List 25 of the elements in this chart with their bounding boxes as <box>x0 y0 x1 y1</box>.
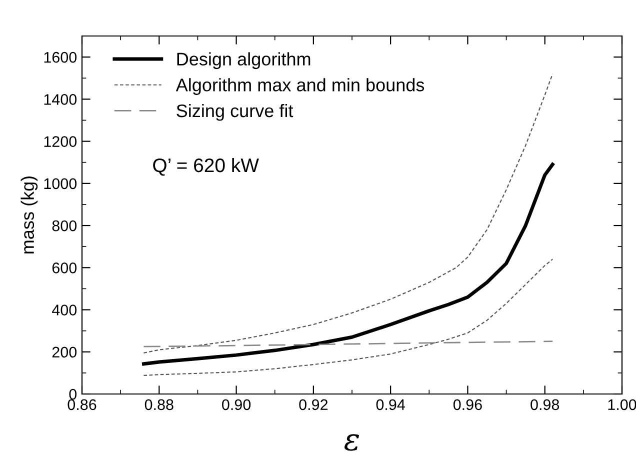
y-tick-label: 400 <box>52 304 77 316</box>
y-tick-label: 1400 <box>44 94 77 105</box>
legend-label: Design algorithm <box>177 52 310 70</box>
x-tick-label: 0.88 <box>144 399 174 410</box>
legend-label: Sizing curve fit <box>176 104 294 121</box>
y-tick-label: 0 <box>69 388 77 400</box>
x-tick-label: 0.94 <box>376 399 405 410</box>
annotation: Q’ = 620 kW <box>153 158 259 176</box>
line-series <box>143 73 554 354</box>
y-tick-label: 600 <box>52 262 77 274</box>
y-tick-label: 800 <box>52 220 77 232</box>
line-series <box>143 258 554 376</box>
y-axis-title: mass (kg) <box>20 176 38 254</box>
y-tick-label: 200 <box>52 346 77 358</box>
legend-label: Algorithm max and min bounds <box>176 78 424 95</box>
x-tick-label: 0.96 <box>453 399 482 410</box>
y-tick-label: 1000 <box>44 178 77 190</box>
x-tick-label: 0.92 <box>299 399 328 410</box>
x-tick-label: 0.90 <box>222 399 251 410</box>
y-tick-label: 1200 <box>44 136 77 147</box>
x-axis-title: ε <box>344 434 360 451</box>
x-tick-label: 0.86 <box>68 399 96 410</box>
x-tick-label: 0.98 <box>530 399 560 410</box>
x-tick-label: 1.00 <box>608 399 636 410</box>
y-tick-label: 1600 <box>44 52 77 63</box>
